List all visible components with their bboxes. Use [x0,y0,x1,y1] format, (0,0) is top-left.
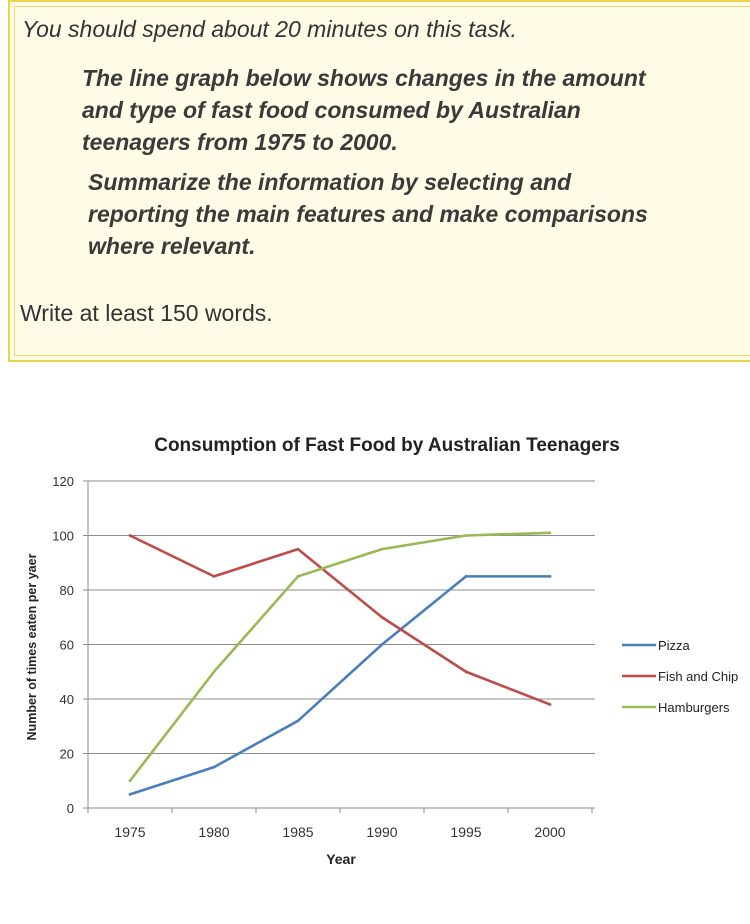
summary-line: reporting the main features and make com… [88,201,648,227]
data-point [128,792,132,796]
legend: Pizza Fish and Chip Hamburgers [622,638,738,715]
prompt-line: teenagers from 1975 to 2000. [82,129,398,155]
data-point [212,670,216,674]
axes: 0 20 40 60 80 100 120 1975 1980 1985 1990 1995 2000 [52,474,595,840]
line-chart: Consumption of Fast Food by Australian T… [25,435,738,867]
data-point [296,547,300,551]
x-tick-label: 1990 [366,824,397,840]
data-point [128,534,132,537]
y-tick-label: 0 [67,801,74,816]
task-instruction: You should spend about 20 minutes on thi… [22,16,517,42]
x-tick-label: 2000 [534,824,565,840]
data-point [464,574,468,578]
x-axis-label: Year [326,851,356,867]
data-point [296,574,300,578]
gridlines [88,480,595,754]
y-tick-label: 60 [60,638,74,653]
word-count-instruction: Write at least 150 words. [20,300,273,326]
data-point [464,670,468,674]
x-tick-label: 1985 [282,824,313,840]
summary-line: where relevant. [88,233,256,259]
series-line-hamburgers [128,531,551,782]
task-box-border [14,6,750,356]
series-lines [128,531,552,796]
chart-title: Consumption of Fast Food by Australian T… [154,435,620,456]
data-point [548,574,552,578]
data-point [380,547,384,551]
y-tick-label: 40 [60,692,74,707]
data-point [548,703,552,706]
task-prompt: The line graph below shows changes in th… [82,62,722,158]
x-tick-label: 1995 [450,824,481,840]
prompt-line: The line graph below shows changes in th… [82,65,646,91]
y-tick-label: 120 [52,474,74,489]
task-box: You should spend about 20 minutes on thi… [8,0,750,362]
data-point [380,643,384,646]
task-summary: Summarize the information by selecting a… [88,166,728,262]
legend-entry: Fish and Chip [658,669,738,684]
x-tick-label: 1980 [198,824,229,840]
data-point [548,531,552,535]
legend-entry: Pizza [658,638,691,653]
y-axis-label: Number of times eaten per yaer [25,553,39,740]
data-point [464,534,468,537]
series-line-pizza [129,575,550,796]
series-line-fish-and-chip [129,534,551,706]
chart-area: Consumption of Fast Food by Australian T… [0,380,750,919]
y-tick-label: 80 [60,583,74,598]
y-tick-label: 20 [60,747,74,762]
data-point [128,779,132,783]
data-point [296,719,300,723]
summary-line: Summarize the information by selecting a… [88,169,572,195]
prompt-line: and type of fast food consumed by Austra… [82,97,581,123]
y-tick-label: 100 [52,529,74,544]
x-tick-label: 1975 [114,824,145,840]
data-point [212,765,216,769]
legend-entry: Hamburgers [658,700,730,715]
data-point [380,615,384,619]
data-point [212,574,216,578]
